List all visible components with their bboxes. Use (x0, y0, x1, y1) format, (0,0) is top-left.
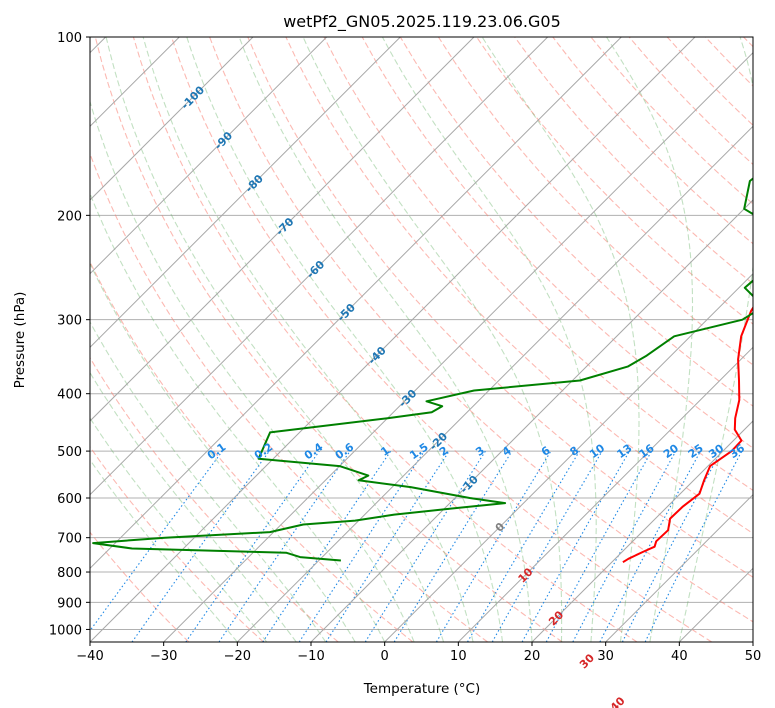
x-tick-label: 0 (381, 649, 389, 664)
moist-adiabat (142, 37, 474, 642)
isotherm-line (236, 125, 753, 642)
y-tick-label: 700 (57, 532, 82, 547)
mixing-ratio-line (131, 450, 270, 642)
dry-adiabat (90, 531, 190, 642)
y-tick-label: 100 (57, 31, 82, 46)
y-tick-label: 800 (57, 566, 82, 581)
x-tick-label: −30 (150, 649, 177, 664)
plot-frame (89, 36, 754, 643)
moist-adiabats (90, 37, 753, 642)
isotherm-line (90, 37, 328, 275)
moist-adiabat (606, 37, 694, 642)
dry-adiabat (90, 356, 339, 642)
mixing-ratio-line (393, 450, 513, 642)
isotherm-line (90, 37, 401, 349)
moist-adiabat (186, 37, 504, 642)
isotherm-line (605, 493, 753, 642)
y-tick-label: 1000 (49, 623, 82, 638)
y-tick-label: 900 (57, 596, 82, 611)
y-tick-label: 300 (57, 314, 82, 329)
x-tick-label: 30 (597, 649, 614, 664)
x-tick-label: 50 (745, 649, 762, 664)
x-tick-label: −20 (224, 649, 251, 664)
pressure-gridlines (90, 37, 753, 630)
mixing-ratio-lines (90, 450, 743, 642)
moist-adiabat (302, 37, 563, 642)
isotherm-line (310, 199, 753, 642)
mixing-ratio-line (644, 450, 743, 642)
dry-adiabat (399, 37, 753, 407)
x-tick-label: 10 (450, 649, 467, 664)
y-tick-label: 600 (57, 492, 82, 507)
x-tick-label: −10 (297, 649, 324, 664)
moist-adiabat (90, 417, 268, 642)
moist-adiabat (238, 37, 533, 642)
moist-adiabat (381, 37, 597, 642)
mixing-ratio-line (521, 450, 630, 642)
moist-adiabat (678, 37, 753, 642)
sounding-profiles (92, 177, 753, 564)
moist-adiabat (90, 192, 386, 642)
moist-adiabat (105, 37, 445, 642)
dry-adiabat (247, 37, 753, 578)
mixing-ratio-line (185, 450, 320, 642)
mixing-ratio-line (545, 450, 653, 642)
x-axis-label: Temperature (°C) (363, 681, 481, 697)
temperature-line (622, 306, 753, 564)
moist-adiabat (90, 459, 238, 642)
x-tick-label: 20 (524, 649, 541, 664)
y-tick-label: 200 (57, 209, 82, 224)
moist-adiabat (90, 262, 356, 642)
y-axis: 100 200 300 400 500 600 700 800 900 1000 (49, 31, 90, 638)
dry-adiabat (285, 37, 753, 535)
dry-adiabat (361, 37, 753, 449)
isotherm-line (457, 346, 753, 642)
isotherm-line (531, 420, 753, 642)
chart-title: wetPf2_GN05.2025.119.23.06.G05 (283, 12, 561, 32)
y-tick-label: 400 (57, 388, 82, 403)
mixing-ratio-line (262, 450, 392, 642)
dry-adiabat (90, 445, 264, 642)
isotherm-line (90, 37, 475, 422)
dry-adiabat (90, 152, 488, 642)
x-tick-label: −40 (76, 649, 103, 664)
mixing-ratio-line (572, 450, 677, 642)
plot-area (90, 37, 753, 642)
dry-adiabat (209, 37, 753, 623)
isotherm-line (90, 37, 254, 201)
mixing-ratio-line (325, 450, 450, 642)
dry-adiabat (132, 37, 638, 642)
x-tick-label: 40 (671, 649, 688, 664)
isotherm-line (90, 37, 696, 642)
isotherm-line (163, 51, 753, 642)
mixing-ratio-line (90, 450, 223, 632)
isotherm-line (90, 37, 549, 496)
dry-adiabat (514, 37, 753, 285)
dry-adiabat (437, 37, 753, 366)
y-tick-label: 500 (57, 445, 82, 460)
mixing-ratio-line (298, 450, 425, 642)
mixing-ratio-line (218, 450, 351, 642)
x-axis: −40 −30 −20 −10 0 10 20 30 40 50 (76, 642, 761, 664)
moist-adiabat (481, 37, 640, 642)
moist-adiabat (90, 371, 297, 642)
y-axis-label: Pressure (hPa) (12, 292, 28, 389)
dewpoint-line (92, 177, 753, 562)
dry-adiabat (94, 37, 563, 642)
isotherm-line (384, 272, 753, 642)
